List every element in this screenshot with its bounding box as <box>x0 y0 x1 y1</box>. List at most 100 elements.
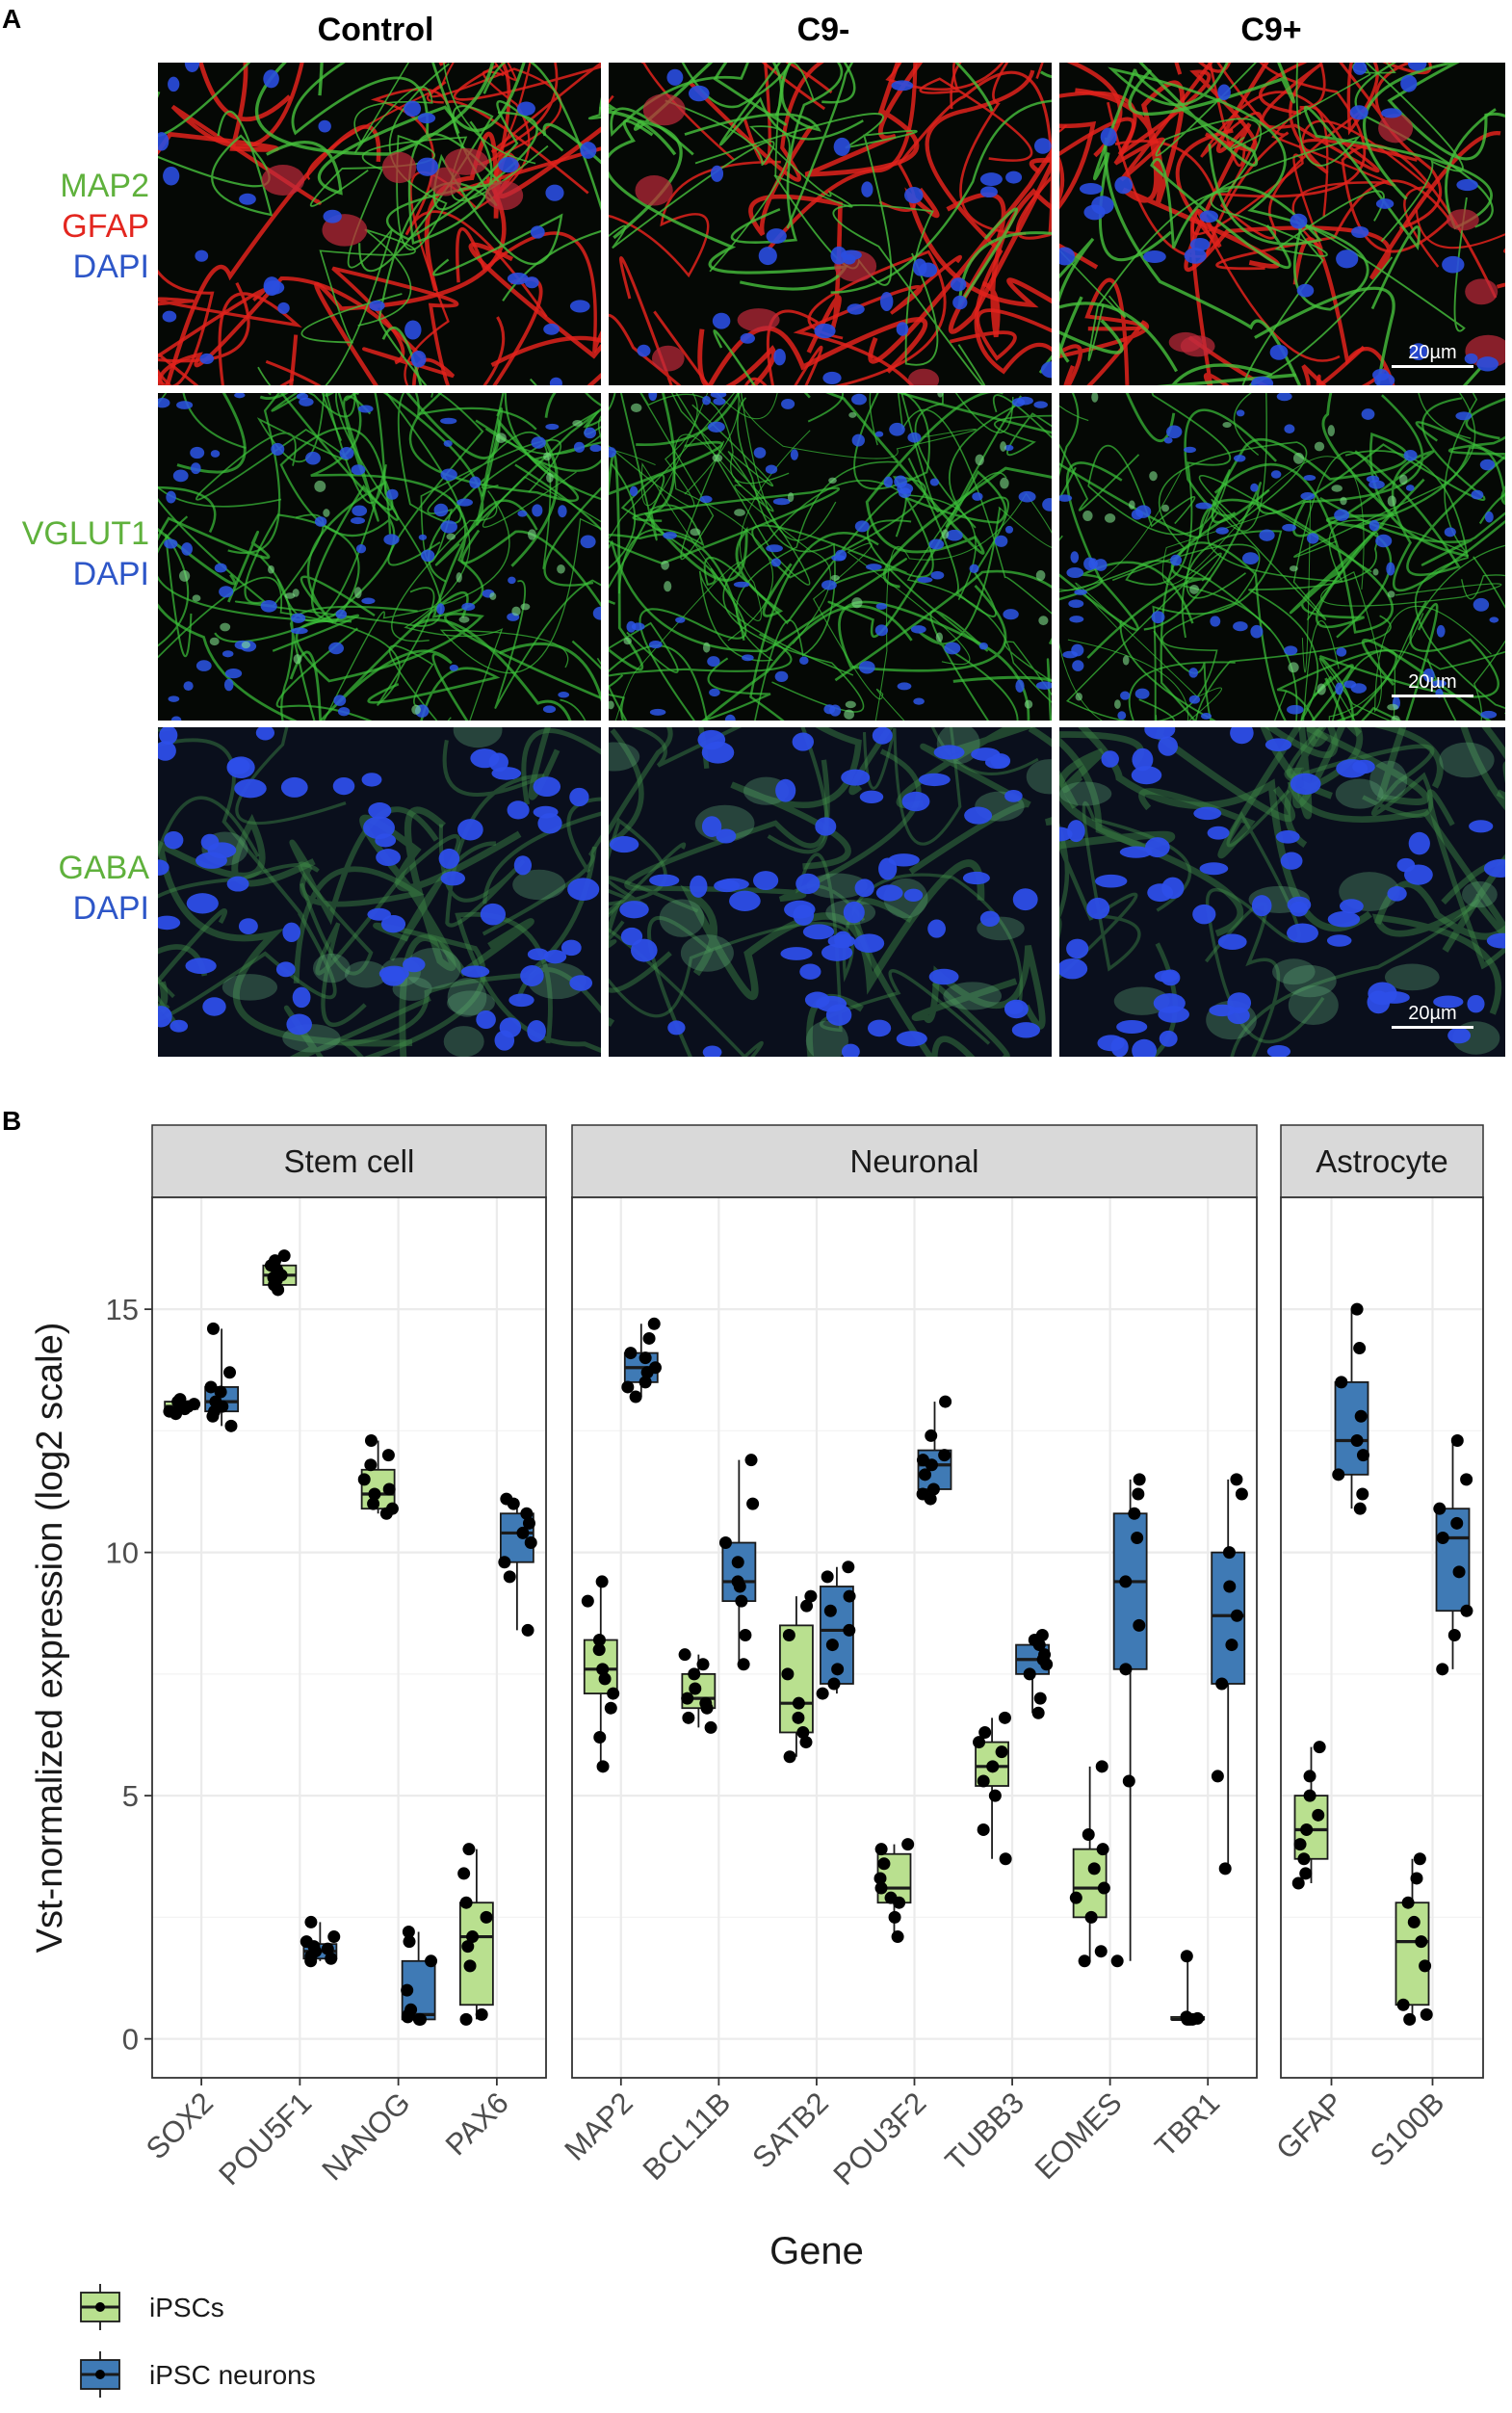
point-map2-ipsc <box>592 1643 606 1657</box>
point-map2-neuron <box>642 1331 656 1345</box>
point-s100b-neuron <box>1450 1516 1464 1530</box>
point-nanog-ipsc <box>364 1458 378 1472</box>
x-tick-label-tubb3: TUBB3 <box>939 2085 1030 2177</box>
point-map2-ipsc <box>598 1672 612 1686</box>
point-eomes-ipsc <box>1069 1891 1082 1904</box>
label-vglut1: VGLUT1 <box>21 515 149 552</box>
point-pou3f2-ipsc <box>873 1872 887 1885</box>
point-map2-neuron <box>624 1347 638 1360</box>
point-s100b-ipsc <box>1420 2007 1433 2021</box>
point-bcl11b-ipsc <box>688 1667 701 1681</box>
x-axis-title: Gene <box>769 2230 864 2272</box>
point-tubb3-neuron <box>1038 1648 1052 1662</box>
point-pax6-ipsc <box>466 1930 480 1944</box>
point-satb2-ipsc <box>804 1589 818 1603</box>
point-s100b-neuron <box>1452 1565 1466 1579</box>
point-bcl11b-ipsc <box>678 1648 691 1662</box>
x-tick-label-map2: MAP2 <box>558 2085 639 2166</box>
facet-strip-label: Astrocyte <box>1316 1143 1448 1179</box>
facet-panel-border <box>571 1196 1258 2079</box>
point-pax6-neuron <box>503 1570 516 1584</box>
point-pax6-neuron <box>521 1623 534 1637</box>
point-nanog-neuron <box>403 1935 416 1949</box>
label-dapi: DAPI <box>72 890 149 927</box>
point-eomes-neuron <box>1132 1487 1145 1501</box>
point-bcl11b-neuron <box>737 1658 750 1671</box>
point-tubb3-ipsc <box>977 1823 990 1836</box>
point-s100b-neuron <box>1447 1628 1461 1641</box>
x-tick-label-satb2: SATB2 <box>745 2085 835 2175</box>
point-pax6-neuron <box>524 1536 537 1550</box>
point-pou3f2-neuron <box>938 1449 952 1462</box>
point-sox2-neuron <box>206 1322 220 1335</box>
point-s100b-ipsc <box>1415 1935 1428 1949</box>
point-s100b-neuron <box>1460 1473 1473 1486</box>
point-tbr1-ipsc <box>1180 2010 1193 2024</box>
micrograph-control-vglut1 <box>158 393 601 721</box>
point-pax6-ipsc <box>459 2012 473 2026</box>
facet-panel-border <box>151 1196 547 2079</box>
point-tbr1-neuron <box>1230 1609 1243 1622</box>
point-eomes-ipsc <box>1097 1881 1110 1895</box>
point-nanog-ipsc <box>368 1487 381 1501</box>
point-s100b-ipsc <box>1413 1852 1426 1866</box>
point-gfap-neuron <box>1353 1502 1367 1515</box>
point-nanog-ipsc <box>385 1502 399 1515</box>
point-sox2-ipsc <box>173 1393 187 1406</box>
point-s100b-ipsc <box>1396 1998 1410 2011</box>
legend-label-ipsc-neurons: iPSC neurons <box>149 2360 316 2390</box>
point-gfap-ipsc <box>1303 1789 1316 1802</box>
point-eomes-ipsc <box>1094 1945 1108 1958</box>
point-bcl11b-neuron <box>731 1556 744 1569</box>
point-pou5f1-ipsc <box>277 1249 291 1263</box>
point-nanog-neuron <box>404 2003 418 2016</box>
point-pou3f2-ipsc <box>877 1857 891 1871</box>
point-pou3f2-ipsc <box>884 1891 898 1904</box>
point-sox2-ipsc <box>169 1407 183 1421</box>
point-bcl11b-neuron <box>718 1536 732 1550</box>
label-map2: MAP2 <box>60 168 149 204</box>
point-satb2-neuron <box>827 1677 841 1691</box>
point-gfap-ipsc <box>1293 1838 1307 1851</box>
x-tick-label-s100b: S100B <box>1364 2085 1451 2173</box>
point-gfap-ipsc <box>1312 1808 1325 1822</box>
boxplot-chart: Stem cell SOX2 POU5F1 NANOG PAX6 Neuronal MAP2… <box>0 1117 1512 2408</box>
point-eomes-ipsc <box>1095 1760 1108 1773</box>
micrograph-c9plus-gaba <box>1059 727 1505 1057</box>
point-gfap-neuron <box>1332 1468 1345 1482</box>
point-tbr1-neuron <box>1230 1473 1243 1486</box>
point-tubb3-neuron <box>1033 1692 1047 1705</box>
scale-bar-row1: 20µm <box>1392 342 1473 368</box>
point-bcl11b-neuron <box>746 1497 760 1510</box>
panel-a-letter: A <box>2 4 22 34</box>
point-pax6-ipsc <box>461 1940 475 1954</box>
point-s100b-neuron <box>1436 1531 1449 1544</box>
point-satb2-ipsc <box>782 1628 795 1641</box>
point-map2-neuron <box>639 1376 652 1389</box>
point-pax6-ipsc <box>480 1910 493 1924</box>
point-eomes-neuron <box>1133 1473 1146 1486</box>
point-tbr1-ipsc <box>1190 2011 1204 2025</box>
label-gfap: GFAP <box>62 208 149 245</box>
point-pax6-neuron <box>500 1492 513 1506</box>
y-tick-label: 15 <box>106 1293 139 1326</box>
point-eomes-neuron <box>1122 1774 1135 1788</box>
point-bcl11b-neuron <box>739 1628 752 1641</box>
point-nanog-ipsc <box>381 1449 395 1462</box>
point-tbr1-neuron <box>1211 1770 1224 1783</box>
point-eomes-ipsc <box>1078 1954 1091 1968</box>
point-nanog-ipsc <box>364 1433 378 1447</box>
point-satb2-neuron <box>842 1561 855 1574</box>
point-pou3f2-ipsc <box>874 1843 888 1856</box>
point-satb2-neuron <box>843 1623 856 1637</box>
point-satb2-ipsc <box>799 1736 813 1749</box>
point-nanog-neuron <box>401 1983 414 1997</box>
point-gfap-neuron <box>1354 1409 1368 1423</box>
point-eomes-ipsc <box>1082 1828 1095 1842</box>
point-sox2-neuron <box>224 1419 238 1432</box>
point-pax6-neuron <box>520 1507 534 1520</box>
point-bcl11b-ipsc <box>704 1720 717 1734</box>
point-map2-ipsc <box>592 1634 606 1647</box>
point-nanog-ipsc <box>382 1482 396 1496</box>
point-pou5f1-ipsc <box>269 1254 282 1268</box>
